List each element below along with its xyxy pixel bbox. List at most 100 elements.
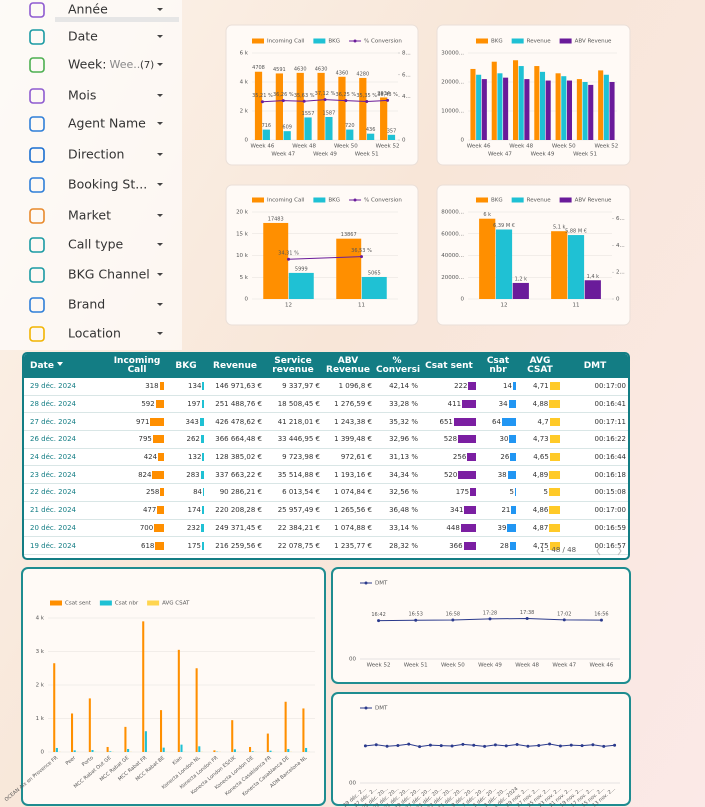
table-cell: 337 663,22 € <box>206 465 264 485</box>
bar <box>584 280 601 299</box>
data-table: Date Incoming Call BKG Revenue Service reven… <box>22 352 630 560</box>
column-header[interactable]: Revenue <box>206 354 264 378</box>
table-cell: 4,89 <box>518 465 562 485</box>
cell-text: 38 <box>497 470 507 479</box>
cell-text: 28,32 % <box>389 541 418 550</box>
filter-label[interactable]: BKG Channel <box>68 267 150 282</box>
column-header[interactable]: Incoming Call <box>108 354 166 378</box>
bar <box>296 72 304 140</box>
bar <box>124 726 127 752</box>
column-header[interactable]: Csat sent <box>420 354 478 378</box>
filter-label[interactable]: Mois <box>68 88 96 103</box>
bar <box>262 129 270 140</box>
cell-text: 366 <box>449 541 463 550</box>
cell-bar <box>509 541 516 550</box>
bar <box>551 231 568 299</box>
legend-swatch <box>252 38 264 44</box>
cell-text: 00:17:11 <box>594 417 626 426</box>
filter-label[interactable]: Date <box>68 29 98 44</box>
line-point <box>396 743 400 747</box>
cell-text: 84 <box>193 488 202 497</box>
table-row: 20 déc. 2024 700 232 249 371,45 € 22 384,21 … <box>24 519 628 538</box>
filter-label[interactable]: Week: <box>68 57 106 72</box>
line-point <box>450 744 454 748</box>
data-label: 5999 <box>295 266 308 272</box>
table-cell: 24 déc. 2024 <box>24 448 108 467</box>
filter-label[interactable]: Call type <box>68 237 124 252</box>
column-header[interactable]: Csat nbr <box>478 354 518 378</box>
cell-bar <box>463 541 476 550</box>
table-cell: 20 déc. 2024 <box>24 519 108 538</box>
table-cell: 00:16:57 <box>562 536 628 555</box>
data-label: 4630 <box>294 66 307 72</box>
data-label: 2934 <box>377 91 390 97</box>
filter-label[interactable]: Booking St... <box>68 177 147 192</box>
cell-text: 34 <box>498 400 508 409</box>
line-point <box>580 744 584 748</box>
cell-bar <box>150 417 164 426</box>
bar <box>275 73 283 140</box>
cell-text: 9 337,97 € <box>282 382 320 391</box>
table-cell: 795 <box>108 430 166 449</box>
y-tick-label: 00 <box>349 781 356 787</box>
bar <box>325 116 333 140</box>
column-header[interactable]: BKG <box>166 354 206 378</box>
sort-icon <box>56 361 63 369</box>
column-header[interactable]: % Conversi <box>374 354 420 378</box>
cell-text: 90 286,21 € <box>219 488 262 497</box>
table-cell: 651 <box>420 412 478 432</box>
cell-text: 00:16:57 <box>594 541 626 550</box>
cell-text: 00:16:18 <box>594 470 626 479</box>
bar <box>195 668 198 752</box>
filter-label[interactable]: Market <box>68 208 111 223</box>
filter-label[interactable]: Direction <box>68 147 124 162</box>
y-tick-label: 20 k <box>236 210 249 216</box>
legend-swatch <box>313 38 326 44</box>
data-label: 357 <box>387 128 397 134</box>
table-cell: 41 218,01 € <box>264 412 322 432</box>
table-cell: 00:16:41 <box>562 395 628 414</box>
legend-label: BKG <box>491 39 503 45</box>
filter-icon <box>29 237 45 253</box>
line-point <box>302 99 306 103</box>
cell-text: 64 <box>492 417 501 426</box>
data-label: 36,53 % <box>351 248 372 254</box>
column-header[interactable]: Service revenue <box>264 354 322 378</box>
bar <box>555 73 561 140</box>
cell-text: 35,32 % <box>389 417 418 426</box>
bar <box>481 79 487 140</box>
filter-label[interactable]: Agent Name <box>68 116 146 131</box>
column-header[interactable]: Date <box>24 354 108 378</box>
line <box>288 256 362 260</box>
table-cell: 39 <box>478 519 518 538</box>
cell-text: 337 663,22 € <box>215 470 262 479</box>
table-cell: 19 déc. 2024 <box>24 536 108 555</box>
cell-text: 4,89 <box>532 470 549 479</box>
column-header[interactable]: ABV Revenue <box>322 354 374 378</box>
column-header-text: DMT <box>583 360 607 371</box>
x-tick-label: Week 51 <box>355 152 379 158</box>
cell-bar <box>462 400 476 409</box>
line-point <box>385 744 389 748</box>
column-header-text: BKG <box>175 360 197 371</box>
table-cell: 26 <box>478 448 518 467</box>
cell-text: 411 <box>447 400 462 409</box>
filter-label[interactable]: Année <box>68 2 108 17</box>
pagination[interactable]: 1 - 48 / 48 <box>540 546 577 554</box>
column-header[interactable]: AVG CSAT <box>518 354 562 378</box>
filter-label[interactable]: Location <box>68 326 121 341</box>
table-cell: 824 <box>108 465 166 485</box>
line-point <box>260 100 264 104</box>
legend-swatch-dot <box>364 706 368 710</box>
table-cell: 35,32 % <box>374 412 420 432</box>
data-label: 6 k <box>483 212 491 218</box>
table-cell: 4,86 <box>518 501 562 520</box>
cell-text: 251 488,76 € <box>215 400 262 409</box>
bar <box>127 748 130 752</box>
column-header[interactable]: DMT <box>562 354 628 378</box>
data-label: 4708 <box>252 65 265 71</box>
cell-text: 00:16:41 <box>594 400 626 409</box>
cell-text: 262 <box>186 435 200 444</box>
filter-label[interactable]: Brand <box>68 297 105 312</box>
bar <box>470 68 476 140</box>
